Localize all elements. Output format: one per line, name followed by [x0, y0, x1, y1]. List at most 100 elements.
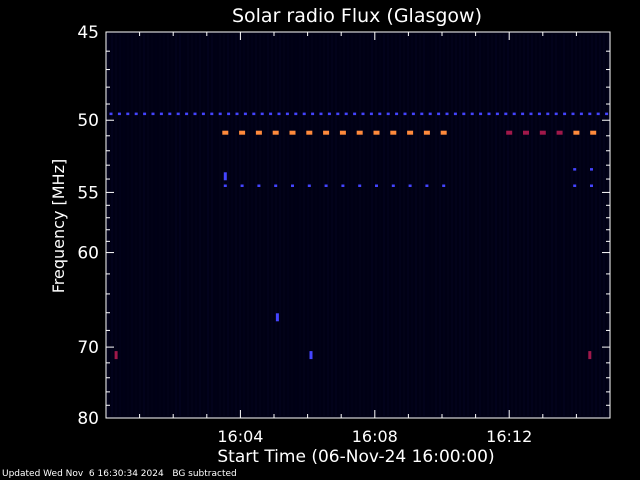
emission-mark — [378, 112, 382, 116]
emission-band-5 — [573, 184, 593, 187]
y-tick-label: 80 — [77, 409, 99, 429]
emission-mark — [356, 130, 363, 135]
emission-mark — [255, 130, 262, 135]
emission-mark — [506, 130, 513, 135]
emission-mark — [462, 112, 466, 116]
emission-mark — [223, 184, 227, 187]
emission-mark — [306, 130, 313, 135]
emission-mark — [479, 112, 483, 116]
emission-mark — [159, 112, 163, 116]
emission-mark — [420, 112, 424, 116]
emission-mark — [605, 112, 609, 116]
emission-mark — [554, 112, 558, 116]
emission-mark — [539, 130, 546, 135]
emission-mark — [571, 112, 575, 116]
emission-mark — [109, 112, 113, 116]
emission-mark — [218, 112, 222, 116]
emission-mark — [407, 130, 414, 135]
y-axis: 45 50 55 60 70 80 — [77, 23, 610, 429]
emission-spot — [114, 351, 118, 360]
emission-mark — [373, 130, 380, 135]
emission-mark — [579, 112, 583, 116]
emission-mark — [240, 184, 244, 187]
emission-mark — [390, 130, 397, 135]
emission-mark — [537, 112, 541, 116]
emission-mark — [274, 184, 278, 187]
emission-mark — [453, 112, 457, 116]
emission-mark — [269, 112, 273, 116]
emission-mark — [573, 168, 577, 171]
x-axis: 16:04 16:08 16:12 — [139, 32, 577, 446]
emission-mark — [445, 112, 449, 116]
emission-mark — [176, 112, 180, 116]
emission-spot — [588, 351, 592, 360]
emission-mark — [252, 112, 256, 116]
emission-mark — [391, 184, 395, 187]
emission-spot — [309, 351, 313, 360]
emission-mark — [235, 112, 239, 116]
emission-mark — [257, 184, 261, 187]
plot-area — [105, 31, 611, 419]
emission-mark — [573, 184, 577, 187]
background-noise-texture — [107, 34, 609, 416]
emission-mark — [556, 130, 563, 135]
emission-mark — [529, 112, 533, 116]
y-tick-label: 45 — [77, 23, 99, 43]
emission-band-3 — [573, 130, 597, 135]
emission-mark — [210, 112, 214, 116]
emission-mark — [277, 112, 281, 116]
x-tick-label: 16:08 — [352, 427, 398, 446]
emission-mark — [361, 112, 365, 116]
emission-mark — [285, 112, 289, 116]
emission-mark — [126, 112, 130, 116]
emission-mark — [344, 112, 348, 116]
updated-timestamp: Updated Wed Nov 6 16:30:34 2024 — [2, 469, 164, 479]
emission-mark — [437, 112, 441, 116]
y-tick-label: 50 — [77, 111, 99, 131]
emission-mark — [423, 130, 430, 135]
x-axis-label: Start Time (06-Nov-24 16:00:00) — [217, 447, 494, 467]
emission-mark — [311, 112, 315, 116]
emission-mark — [563, 112, 567, 116]
emission-mark — [386, 112, 390, 116]
y-tick-label: 55 — [77, 183, 99, 203]
emission-mark — [428, 112, 432, 116]
emission-mark — [272, 130, 279, 135]
footer: Updated Wed Nov 6 16:30:34 2024 BG subtr… — [2, 469, 237, 479]
emission-mark — [201, 112, 205, 116]
x-tick-label: 16:04 — [217, 427, 263, 446]
emission-spot — [223, 172, 227, 181]
emission-mark — [440, 130, 447, 135]
emission-mark — [395, 112, 399, 116]
emission-mark — [504, 112, 508, 116]
emission-mark — [487, 112, 491, 116]
emission-mark — [425, 184, 429, 187]
emission-mark — [495, 112, 499, 116]
emission-band-0 — [109, 112, 609, 116]
emission-mark — [353, 112, 357, 116]
emission-mark — [588, 112, 592, 116]
emission-mark — [590, 130, 597, 135]
emission-mark — [307, 184, 311, 187]
emission-mark — [239, 130, 246, 135]
emission-mark — [336, 112, 340, 116]
emission-mark — [143, 112, 147, 116]
chart-title: Solar radio Flux (Glasgow) — [232, 5, 482, 27]
emission-mark — [117, 112, 121, 116]
bg-subtracted-note: BG subtracted — [172, 469, 237, 479]
emission-mark — [470, 112, 474, 116]
emission-mark — [323, 130, 330, 135]
emission-mark — [327, 112, 331, 116]
emission-mark — [369, 112, 373, 116]
emission-mark — [573, 130, 580, 135]
emission-mark — [408, 184, 412, 187]
emission-spot — [275, 313, 279, 322]
emission-mark — [403, 112, 407, 116]
emission-mark — [289, 130, 296, 135]
emission-mark — [596, 112, 600, 116]
emission-mark — [193, 112, 197, 116]
y-tick-label: 70 — [77, 338, 99, 358]
emission-mark — [358, 184, 362, 187]
emission-mark — [243, 112, 247, 116]
